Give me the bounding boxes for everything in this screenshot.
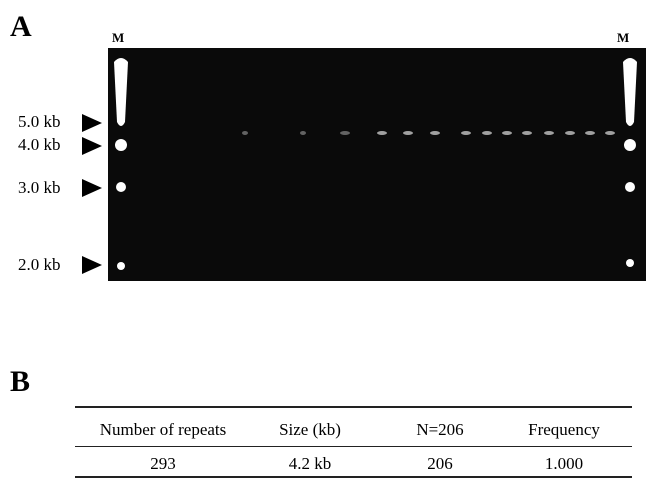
- band: [377, 131, 387, 135]
- band: [522, 131, 532, 135]
- band: [300, 131, 306, 135]
- size-label: 5.0 kb: [18, 112, 61, 132]
- band: [340, 131, 350, 135]
- band: [482, 131, 492, 135]
- header-cell: Frequency: [528, 420, 600, 440]
- band: [242, 131, 248, 135]
- gel: [108, 48, 646, 281]
- band: [585, 131, 595, 135]
- header-cell: N=206: [416, 420, 463, 440]
- band: [430, 131, 440, 135]
- band: [565, 131, 575, 135]
- size-label: 3.0 kb: [18, 178, 61, 198]
- band: [605, 131, 615, 135]
- band: [403, 131, 413, 135]
- table-cell: 293: [150, 454, 176, 474]
- table-rule: [75, 406, 632, 408]
- header-cell: Size (kb): [279, 420, 341, 440]
- table-cell: 4.2 kb: [289, 454, 332, 474]
- band: [461, 131, 471, 135]
- header-cell: Number of repeats: [100, 420, 227, 440]
- table-rule: [75, 446, 632, 447]
- table-cell: 1.000: [545, 454, 583, 474]
- panel-label: B: [10, 365, 30, 399]
- gel-image: [0, 0, 648, 300]
- band: [544, 131, 554, 135]
- table-rule: [75, 476, 632, 478]
- table-cell: 206: [427, 454, 453, 474]
- figure: A M M 5.0 kb 4.0 kb 3.0 kb 2.0 kb B Numb…: [0, 0, 648, 479]
- size-label: 4.0 kb: [18, 135, 61, 155]
- size-label: 2.0 kb: [18, 255, 61, 275]
- band: [502, 131, 512, 135]
- arrows: [82, 114, 102, 274]
